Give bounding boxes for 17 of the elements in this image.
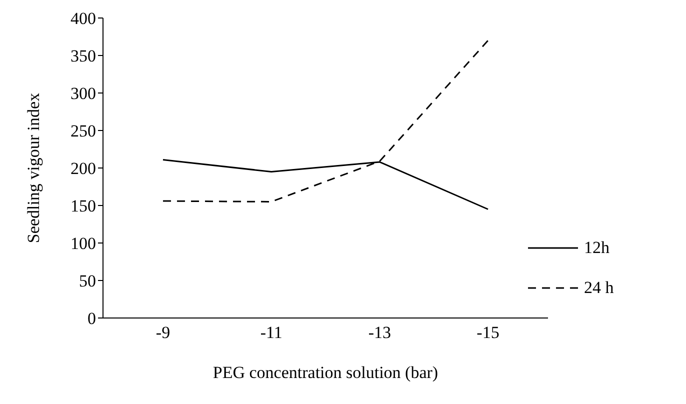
y-tick-label: 400 [70,9,96,28]
x-tick-label: -15 [476,323,500,342]
x-axis-title: PEG concentration solution (bar) [212,363,438,382]
y-tick-label: 150 [70,196,96,216]
y-tick-label: 0 [88,309,96,328]
x-tick-label: -11 [260,323,282,342]
y-tick-label: 350 [70,46,96,66]
y-tick-label: 100 [70,234,96,254]
legend-label: 12h [584,238,610,258]
y-tick-label: 50 [79,272,96,291]
y-tick-label: 300 [70,84,96,104]
y-axis-title: Seedling vigour index [24,92,44,244]
x-tick-label: -9 [156,323,170,342]
y-tick-label: 200 [70,159,96,178]
y-tick-label: 250 [70,122,96,141]
x-tick-label: -13 [368,323,392,342]
legend-label: 24 h [584,278,614,298]
